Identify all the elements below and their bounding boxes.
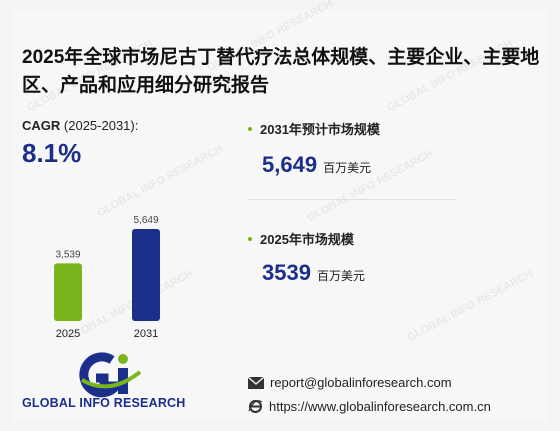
category-label-2031: 2031 [134,328,158,340]
brand-name: GLOBAL INFO RESEARCH [22,396,186,410]
stat-unit: 百万美元 [316,269,365,283]
report-title: 2025年全球市场尼古丁替代疗法总体规模、主要企业、主要地区、产品和应用细分研究… [22,47,540,96]
bar-2025 [54,263,82,321]
stat-label: 2031年预计市场规模 [260,122,380,137]
ie-browser-icon [248,400,263,414]
stat-2031-value: 5,649 百万美元 [262,152,371,178]
website-text: https://www.globalinforesearch.com.cn [269,399,491,415]
bar-2031 [132,229,160,321]
stat-label: 2025年市场规模 [260,232,354,247]
gir-logo-icon [79,352,142,398]
stat-unit: 百万美元 [323,161,372,175]
divider [248,199,456,200]
envelope-icon [248,376,264,389]
email-text: report@globalinforesearch.com [270,375,452,391]
bullet-dot [248,126,252,131]
stat-2031-label: 2031年预计市场规模 [248,119,380,138]
stat-number: 3539 [262,260,311,285]
value-label-2025: 3,539 [55,249,80,260]
cagr-text: CAGR [22,118,61,133]
cagr-value: 8.1% [22,138,82,168]
category-label-2025: 2025 [56,328,80,340]
stat-2025-label: 2025年市场规模 [248,229,354,248]
contact-website[interactable]: https://www.globalinforesearch.com.cn [248,398,491,414]
stat-2025-value: 3539 百万美元 [262,260,365,286]
value-label-2031: 5,649 [133,215,158,226]
market-size-bar-chart: 3,539 2025 5,649 2031 [54,215,160,340]
contact-email[interactable]: report@globalinforesearch.com [248,374,452,390]
cagr-period: (2025-2031): [63,118,139,133]
bullet-dot [248,236,252,241]
cagr-label: CAGR (2025-2031): [22,118,138,133]
stat-number: 5,649 [262,152,318,177]
